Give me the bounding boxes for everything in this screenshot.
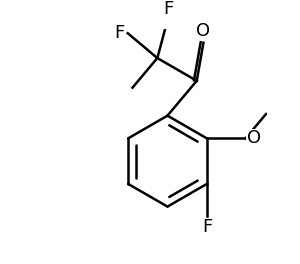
Text: F: F <box>202 218 212 236</box>
Text: O: O <box>196 22 211 40</box>
Text: F: F <box>164 0 174 18</box>
Text: O: O <box>247 129 261 147</box>
Text: F: F <box>114 24 124 42</box>
